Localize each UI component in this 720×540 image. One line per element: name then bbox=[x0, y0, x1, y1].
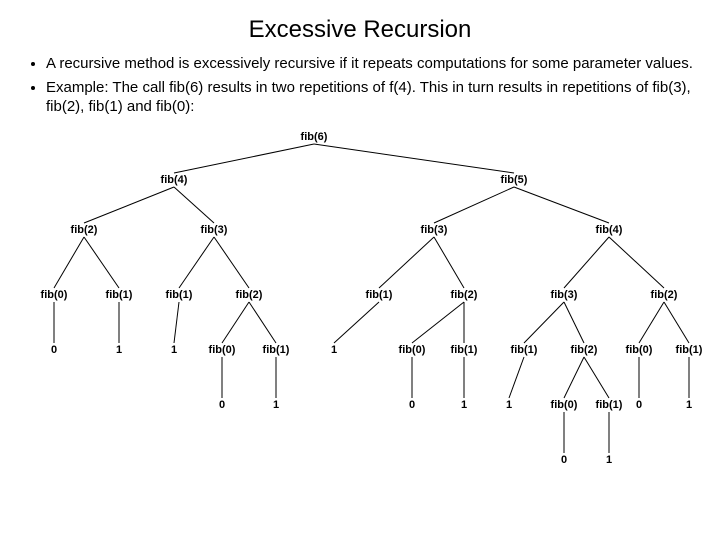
tree-node: fib(4) bbox=[160, 174, 189, 186]
page-title: Excessive Recursion bbox=[24, 16, 696, 44]
tree-node: 1 bbox=[460, 399, 468, 411]
tree-node: fib(0) bbox=[398, 344, 427, 356]
bullet-list: A recursive method is excessively recurs… bbox=[24, 54, 696, 117]
tree-node: 0 bbox=[560, 454, 568, 466]
tree-node: fib(1) bbox=[595, 399, 624, 411]
tree-node: fib(0) bbox=[208, 344, 237, 356]
tree-node: fib(0) bbox=[40, 289, 69, 301]
tree-node: fib(1) bbox=[105, 289, 134, 301]
tree-node: 1 bbox=[272, 399, 280, 411]
tree-node: fib(2) bbox=[235, 289, 264, 301]
tree-node: fib(2) bbox=[650, 289, 679, 301]
tree-node: 1 bbox=[605, 454, 613, 466]
tree-node: fib(1) bbox=[165, 289, 194, 301]
tree-node: fib(2) bbox=[450, 289, 479, 301]
tree-node: 1 bbox=[330, 344, 338, 356]
tree-node: fib(1) bbox=[365, 289, 394, 301]
tree-node: fib(4) bbox=[595, 224, 624, 236]
tree-edges bbox=[24, 125, 704, 495]
bullet-item: Example: The call fib(6) results in two … bbox=[46, 78, 696, 117]
tree-node: fib(2) bbox=[70, 224, 99, 236]
tree-node: 0 bbox=[635, 399, 643, 411]
tree-node: 1 bbox=[115, 344, 123, 356]
tree-node: fib(2) bbox=[570, 344, 599, 356]
tree-node: fib(3) bbox=[550, 289, 579, 301]
tree-node: fib(1) bbox=[262, 344, 291, 356]
tree-node: 1 bbox=[170, 344, 178, 356]
tree-node: 1 bbox=[685, 399, 693, 411]
tree-node: fib(0) bbox=[625, 344, 654, 356]
tree-node: 0 bbox=[50, 344, 58, 356]
tree-node: fib(1) bbox=[675, 344, 704, 356]
tree-node: fib(3) bbox=[200, 224, 229, 236]
tree-node: fib(5) bbox=[500, 174, 529, 186]
tree-node: fib(3) bbox=[420, 224, 449, 236]
recursion-tree: fib(6) fib(4) fib(5) fib(2) fib(3) fib(3) fib(… bbox=[24, 125, 704, 495]
tree-node: fib(1) bbox=[510, 344, 539, 356]
tree-node: 0 bbox=[408, 399, 416, 411]
tree-node: fib(0) bbox=[550, 399, 579, 411]
tree-node: fib(6) bbox=[300, 131, 329, 143]
tree-node: 0 bbox=[218, 399, 226, 411]
tree-node: 1 bbox=[505, 399, 513, 411]
bullet-item: A recursive method is excessively recurs… bbox=[46, 54, 696, 74]
tree-node: fib(1) bbox=[450, 344, 479, 356]
